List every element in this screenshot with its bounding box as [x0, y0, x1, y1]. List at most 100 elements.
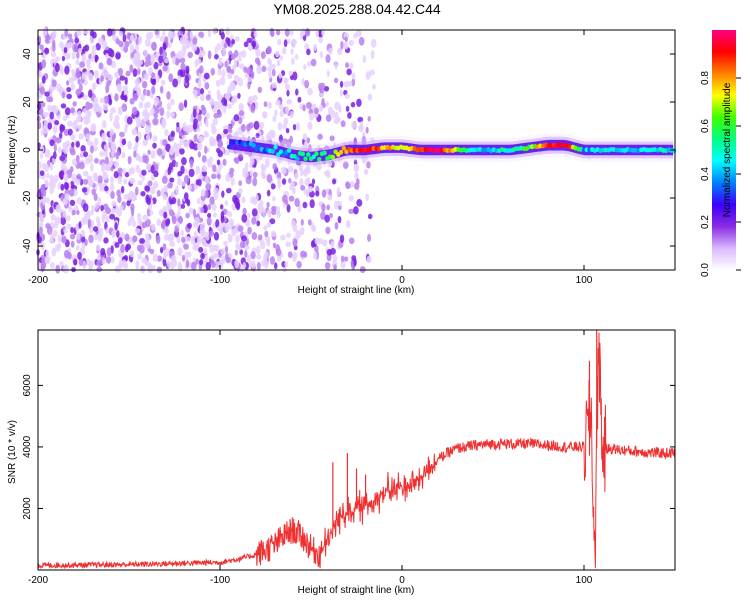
spectrogram-noise-cell	[63, 145, 69, 155]
spectrogram-noise-cell	[304, 43, 310, 50]
spectrogram-noise-cell	[277, 177, 281, 185]
spectrogram-noise-cell	[223, 216, 227, 223]
spectrogram-noise-cell	[351, 121, 357, 130]
spectrogram-noise-cell	[275, 99, 281, 106]
spectrogram-noise-cell	[105, 84, 110, 94]
spectrogram-noise-cell	[318, 104, 324, 112]
spectrogram-noise-cell	[351, 72, 356, 82]
spectrogram-noise-cell	[36, 115, 41, 123]
spectrogram-noise-cell	[175, 185, 179, 195]
spectrogram-y-tick-label: 0	[22, 147, 33, 153]
spectrogram-noise-cell	[207, 203, 212, 211]
spectrogram-noise-cell	[278, 72, 283, 79]
spectrogram-noise-cell	[266, 45, 272, 55]
spectrogram-noise-cell	[229, 167, 235, 174]
spectrogram-noise-cell	[183, 99, 188, 108]
spectrogram-noise-cell	[75, 141, 80, 148]
spectrogram-noise-cell	[183, 243, 190, 250]
spectrogram-noise-cell	[211, 138, 217, 147]
spectrogram-noise-cell	[159, 85, 164, 94]
spectrogram-noise-cell	[197, 178, 202, 187]
spectrogram-noise-cell	[222, 158, 227, 166]
spectrogram-noise-cell	[356, 199, 363, 207]
spectrogram-noise-cell	[145, 233, 150, 240]
spectrogram-noise-cell	[64, 28, 69, 37]
spectrogram-noise-cell	[147, 180, 153, 187]
spectrogram-noise-cell	[155, 235, 161, 244]
spectrogram-noise-cell	[330, 240, 335, 250]
spectrogram-noise-cell	[208, 230, 215, 237]
spectrogram-noise-cell	[103, 95, 110, 104]
spectrogram-noise-cell	[42, 27, 48, 37]
spectrogram-noise-cell	[267, 57, 272, 65]
spectrogram-noise-cell	[154, 29, 160, 36]
spectrogram-noise-cell	[250, 251, 256, 260]
spectrogram-noise-cell	[125, 243, 132, 251]
spectrogram-noise-cell	[101, 257, 106, 266]
spectrogram-noise-cell	[73, 258, 78, 266]
spectrogram-noise-cell	[43, 111, 49, 118]
spectrogram-noise-cell	[237, 77, 243, 87]
spectrogram-y-tick-label: -20	[22, 190, 33, 205]
spectrogram-noise-cell	[109, 112, 113, 122]
spectrogram-noise-cell	[43, 47, 50, 55]
spectrogram-noise-cell	[216, 173, 221, 180]
spectrogram-noise-cell	[153, 170, 159, 178]
spectrogram-noise-cell	[177, 216, 183, 223]
spectrogram-noise-cell	[269, 218, 276, 225]
spectrogram-noise-cell	[237, 225, 244, 233]
spectrogram-noise-cell	[114, 71, 119, 79]
spectrogram-noise-cell	[260, 51, 266, 59]
spectrogram-noise-cell	[347, 112, 352, 119]
spectrogram-noise-cell	[144, 38, 151, 47]
spectrogram-noise-cell	[334, 221, 339, 230]
spectrogram-noise-cell	[82, 260, 87, 270]
spectrogram-noise-cell	[227, 124, 233, 134]
spectrogram-x-tick-label: 0	[399, 275, 405, 286]
spectrogram-noise-cell	[80, 229, 86, 238]
spectrogram-noise-cell	[226, 103, 232, 109]
spectrogram-noise-cell	[271, 205, 277, 212]
spectrogram-noise-cell	[192, 37, 198, 46]
spectrogram-noise-cell	[103, 150, 109, 157]
spectrogram-noise-cell	[188, 207, 194, 215]
spectrogram-noise-cell	[255, 254, 262, 260]
spectrogram-noise-cell	[80, 144, 86, 153]
spectrogram-noise-cell	[319, 51, 324, 59]
spectrogram-noise-cell	[243, 66, 248, 73]
colorbar-gradient	[712, 30, 736, 270]
spectrogram-noise-cell	[147, 149, 151, 155]
spectrogram-noise-cell	[82, 170, 89, 177]
spectrogram-noise-cell	[41, 162, 47, 170]
spectrogram-ridge-cell	[341, 145, 346, 151]
spectrogram-noise-cell	[230, 176, 235, 186]
spectrogram-noise-cell	[53, 143, 57, 153]
spectrogram-noise-cell	[110, 107, 116, 114]
spectrogram-noise-cell	[339, 80, 344, 88]
spectrogram-noise-cell	[61, 236, 67, 244]
snr-background	[38, 330, 675, 570]
spectrogram-noise-cell	[191, 44, 198, 52]
spectrogram-noise-cell	[76, 29, 82, 36]
spectrogram-noise-cell	[172, 55, 176, 65]
spectrogram-noise-cell	[140, 190, 146, 197]
spectrogram-noise-cell	[61, 91, 66, 99]
spectrogram-noise-cell	[233, 114, 240, 122]
spectrogram-noise-cell	[305, 101, 312, 110]
spectrogram-noise-cell	[205, 94, 211, 101]
spectrogram-noise-cell	[277, 38, 282, 46]
spectrogram-noise-cell	[102, 172, 109, 181]
spectrogram-noise-cell	[45, 222, 51, 229]
spectrogram-noise-cell	[349, 62, 354, 70]
spectrogram-noise-cell	[136, 119, 141, 128]
spectrogram-noise-cell	[53, 174, 59, 184]
spectrogram-noise-cell	[64, 107, 71, 116]
spectrogram-noise-cell	[169, 111, 175, 118]
spectrogram-noise-cell	[348, 208, 355, 214]
spectrogram-noise-cell	[215, 219, 220, 229]
spectrogram-noise-cell	[59, 261, 64, 268]
spectrogram-noise-cell	[172, 78, 179, 88]
spectrogram-noise-cell	[259, 199, 264, 207]
spectrogram-noise-cell	[269, 256, 275, 265]
spectrogram-noise-cell	[315, 30, 319, 38]
